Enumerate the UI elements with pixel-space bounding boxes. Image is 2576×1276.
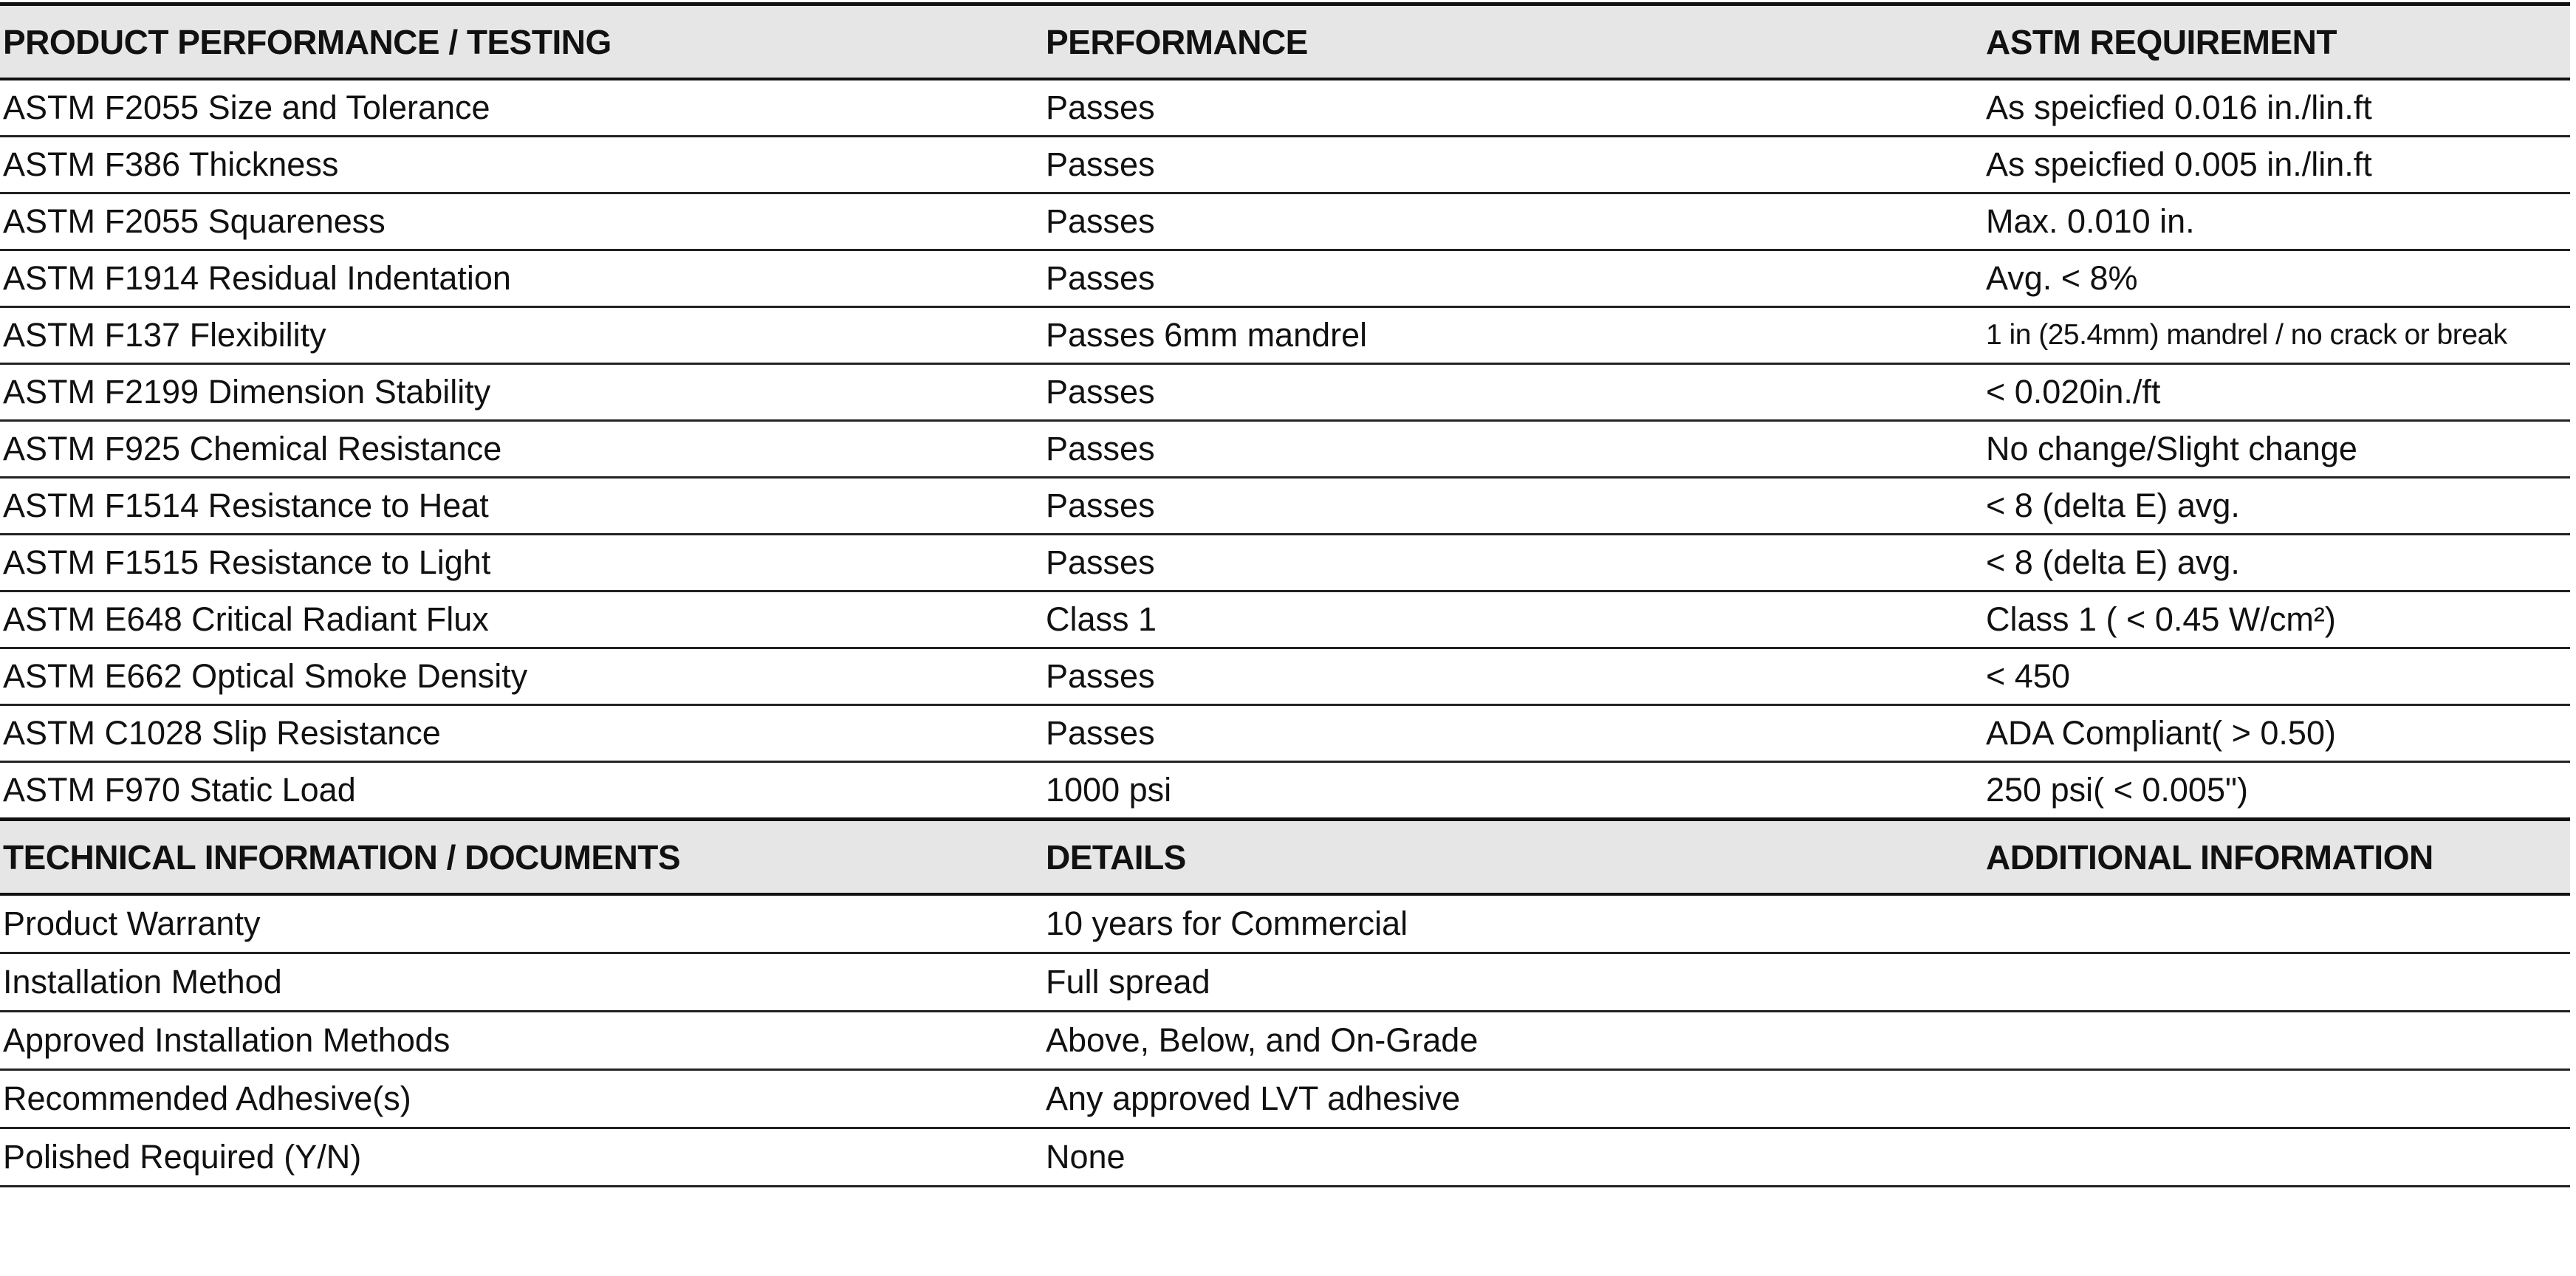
- test-name-cell: Recommended Adhesive(s): [0, 1069, 1043, 1129]
- value-cell: Passes: [1043, 534, 1983, 592]
- column-header: ADDITIONAL INFORMATION: [1983, 817, 2570, 896]
- requirement-cell: < 0.020in./ft: [1983, 363, 2570, 422]
- value-cell: 1000 psi: [1043, 761, 1983, 820]
- test-name-cell: ASTM F2199 Dimension Stability: [0, 363, 1043, 422]
- spec-table: PRODUCT PERFORMANCE / TESTING PERFORMANCE…: [0, 2, 2570, 1187]
- table-row: Polished Required (Y/N) None: [0, 1128, 2570, 1187]
- requirement-cell: [1983, 1128, 2570, 1187]
- value-cell: None: [1043, 1128, 1983, 1187]
- value-cell: Passes 6mm mandrel: [1043, 306, 1983, 365]
- test-name-cell: ASTM F137 Flexibility: [0, 306, 1043, 365]
- table-row: ASTM F137 Flexibility Passes 6mm mandrel 1…: [0, 306, 2570, 365]
- test-name-cell: Approved Installation Methods: [0, 1011, 1043, 1071]
- requirement-cell: [1983, 1069, 2570, 1129]
- table-row: Installation Method Full spread: [0, 953, 2570, 1012]
- column-header: PERFORMANCE: [1043, 2, 1983, 80]
- table-row: ASTM F1914 Residual Indentation Passes Avg…: [0, 250, 2570, 308]
- table-row: ASTM F970 Static Load 1000 psi 250 psi( < …: [0, 761, 2570, 820]
- test-name-cell: ASTM F1514 Resistance to Heat: [0, 477, 1043, 535]
- column-header: ASTM REQUIREMENT: [1983, 2, 2570, 80]
- test-name-cell: ASTM F2055 Squareness: [0, 193, 1043, 251]
- test-name-cell: ASTM F1914 Residual Indentation: [0, 250, 1043, 308]
- test-name-cell: ASTM C1028 Slip Resistance: [0, 704, 1043, 763]
- column-header: DETAILS: [1043, 817, 1983, 896]
- test-name-cell: ASTM F1515 Resistance to Light: [0, 534, 1043, 592]
- table-row: Recommended Adhesive(s) Any approved LVT …: [0, 1069, 2570, 1129]
- test-name-cell: ASTM E648 Critical Radiant Flux: [0, 591, 1043, 649]
- requirement-cell: < 450: [1983, 648, 2570, 706]
- requirement-cell: As speicfied 0.005 in./lin.ft: [1983, 136, 2570, 194]
- test-name-cell: ASTM F2055 Size and Tolerance: [0, 79, 1043, 137]
- value-cell: Passes: [1043, 420, 1983, 478]
- value-cell: Full spread: [1043, 953, 1983, 1012]
- test-name-cell: ASTM F386 Thickness: [0, 136, 1043, 194]
- requirement-cell: No change/Slight change: [1983, 420, 2570, 478]
- value-cell: Class 1: [1043, 591, 1983, 649]
- table-row: ASTM F1514 Resistance to Heat Passes < 8 (…: [0, 477, 2570, 535]
- test-name-cell: Polished Required (Y/N): [0, 1128, 1043, 1187]
- requirement-cell: As speicfied 0.016 in./lin.ft: [1983, 79, 2570, 137]
- technical-header-row: TECHNICAL INFORMATION / DOCUMENTS DETAILS…: [0, 817, 2570, 896]
- table-row: ASTM E662 Optical Smoke Density Passes < 4…: [0, 648, 2570, 706]
- table-row: ASTM F2055 Squareness Passes Max. 0.010 in…: [0, 193, 2570, 251]
- requirement-cell: < 8 (delta E) avg.: [1983, 477, 2570, 535]
- performance-header-row: PRODUCT PERFORMANCE / TESTING PERFORMANCE…: [0, 2, 2570, 80]
- value-cell: Passes: [1043, 648, 1983, 706]
- value-cell: Any approved LVT adhesive: [1043, 1069, 1983, 1129]
- requirement-cell: Class 1 ( < 0.45 W/cm²): [1983, 591, 2570, 649]
- column-header: TECHNICAL INFORMATION / DOCUMENTS: [0, 817, 1043, 896]
- table-row: Approved Installation Methods Above, Belo…: [0, 1011, 2570, 1071]
- requirement-cell: 250 psi( < 0.005"): [1983, 761, 2570, 820]
- requirement-cell: 1 in (25.4mm) mandrel / no crack or brea…: [1983, 306, 2570, 365]
- value-cell: Passes: [1043, 250, 1983, 308]
- table-row: ASTM F1515 Resistance to Light Passes < 8 …: [0, 534, 2570, 592]
- table-row: ASTM F925 Chemical Resistance Passes No ch…: [0, 420, 2570, 478]
- value-cell: Passes: [1043, 193, 1983, 251]
- requirement-cell: < 8 (delta E) avg.: [1983, 534, 2570, 592]
- value-cell: Above, Below, and On-Grade: [1043, 1011, 1983, 1071]
- table-row: ASTM F386 Thickness Passes As speicfied 0.…: [0, 136, 2570, 194]
- test-name-cell: Installation Method: [0, 953, 1043, 1012]
- requirement-cell: [1983, 953, 2570, 1012]
- requirement-cell: Max. 0.010 in.: [1983, 193, 2570, 251]
- value-cell: 10 years for Commercial: [1043, 894, 1983, 954]
- requirement-cell: ADA Compliant( > 0.50): [1983, 704, 2570, 763]
- value-cell: Passes: [1043, 136, 1983, 194]
- table-row: ASTM E648 Critical Radiant Flux Class 1 Cl…: [0, 591, 2570, 649]
- table-row: ASTM C1028 Slip Resistance Passes ADA Comp…: [0, 704, 2570, 763]
- table-row: ASTM F2055 Size and Tolerance Passes As sp…: [0, 79, 2570, 137]
- value-cell: Passes: [1043, 363, 1983, 422]
- table-row: ASTM F2199 Dimension Stability Passes < 0.…: [0, 363, 2570, 422]
- test-name-cell: Product Warranty: [0, 894, 1043, 954]
- column-header: PRODUCT PERFORMANCE / TESTING: [0, 2, 1043, 80]
- value-cell: Passes: [1043, 477, 1983, 535]
- requirement-cell: [1983, 894, 2570, 954]
- table-row: Product Warranty 10 years for Commercial: [0, 894, 2570, 954]
- requirement-cell: [1983, 1011, 2570, 1071]
- value-cell: Passes: [1043, 79, 1983, 137]
- test-name-cell: ASTM F925 Chemical Resistance: [0, 420, 1043, 478]
- requirement-cell: Avg. < 8%: [1983, 250, 2570, 308]
- test-name-cell: ASTM F970 Static Load: [0, 761, 1043, 820]
- test-name-cell: ASTM E662 Optical Smoke Density: [0, 648, 1043, 706]
- value-cell: Passes: [1043, 704, 1983, 763]
